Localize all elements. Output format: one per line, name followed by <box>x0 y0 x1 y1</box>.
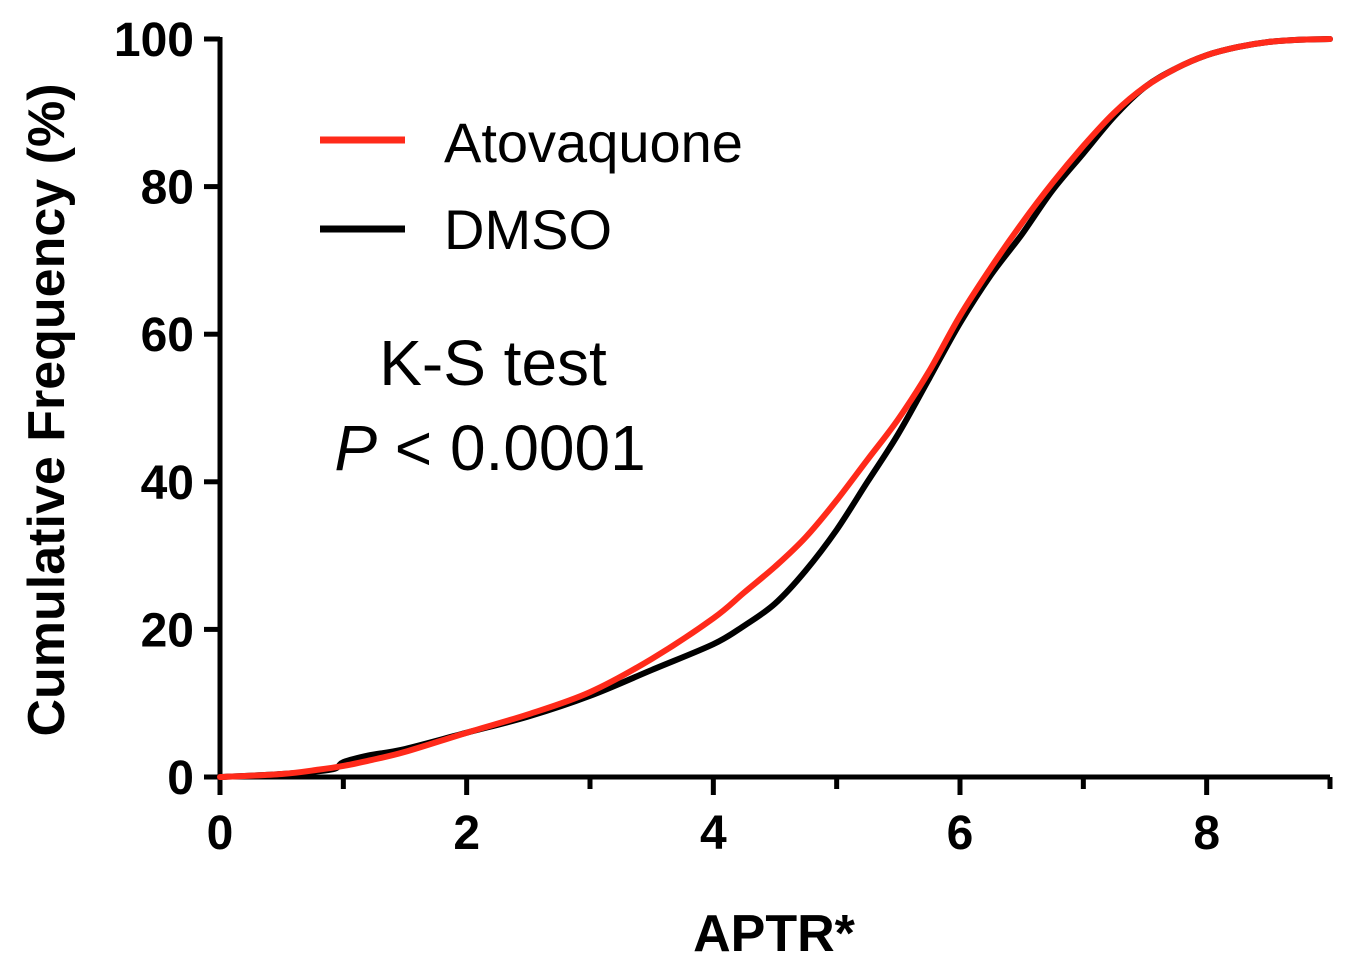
x-tick-label: 6 <box>947 807 974 860</box>
p-value-label: P < 0.0001 <box>334 412 645 484</box>
y-tick-label: 60 <box>141 309 194 362</box>
series-line-atovaquone <box>217 36 1333 780</box>
y-tick-label: 40 <box>141 457 194 510</box>
y-tick-label: 100 <box>114 14 194 67</box>
x-axis-title: APTR* <box>693 905 856 963</box>
x-tick-label: 2 <box>453 807 480 860</box>
x-ticks: 0 2 4 6 8 <box>207 777 1333 860</box>
series-line-dmso <box>217 36 1333 780</box>
y-axis-title: Cumulative Frequency (%) <box>18 83 76 736</box>
y-ticks: 0 20 40 60 80 100 <box>114 14 220 805</box>
axes: 0 20 40 60 80 100 0 2 4 6 8 <box>114 14 1333 860</box>
y-tick-label: 20 <box>141 604 194 657</box>
y-tick-label: 0 <box>167 752 194 805</box>
legend: Atovaquone DMSO <box>320 111 743 261</box>
legend-label-atovaquone: Atovaquone <box>444 111 743 174</box>
x-tick-label: 0 <box>207 807 234 860</box>
x-tick-label: 4 <box>700 807 727 860</box>
legend-label-dmso: DMSO <box>444 198 612 261</box>
ks-test-annotation: K-S test P < 0.0001 <box>334 327 645 484</box>
series-layer <box>217 36 1333 780</box>
p-value-text: < 0.0001 <box>377 412 646 484</box>
y-tick-label: 80 <box>141 162 194 215</box>
ks-test-label: K-S test <box>379 327 607 399</box>
x-tick-label: 8 <box>1193 807 1220 860</box>
p-symbol: P <box>334 412 377 484</box>
